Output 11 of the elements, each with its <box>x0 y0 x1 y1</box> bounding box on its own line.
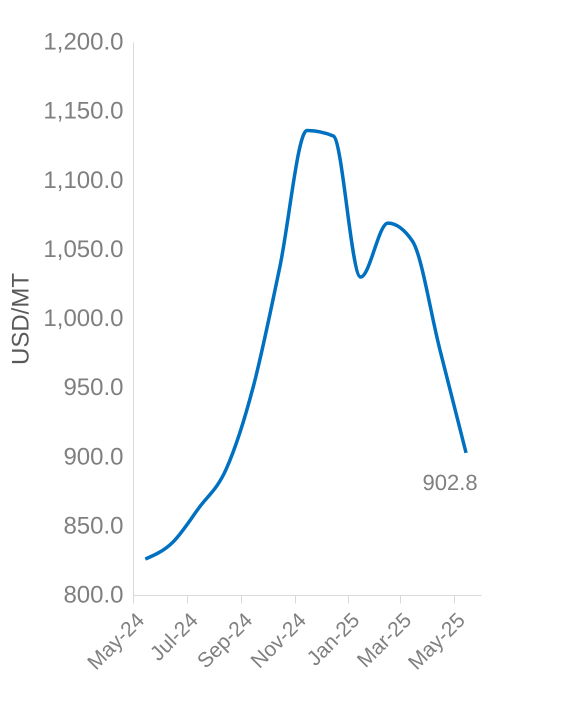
y-tick-label: 1,150.0 <box>43 98 124 125</box>
y-axis-title: USD/MT <box>7 272 34 365</box>
y-tick-label: 1,000.0 <box>43 305 124 332</box>
y-tick-label: 800.0 <box>63 582 124 608</box>
y-tick-label: 1,050.0 <box>43 236 124 263</box>
y-tick-label: 950.0 <box>63 374 124 402</box>
y-tick-label: 850.0 <box>63 512 124 540</box>
data-label: 902.8 <box>422 470 478 495</box>
y-tick-label: 1,200.0 <box>43 28 124 56</box>
y-tick-label: 1,100.0 <box>43 166 124 194</box>
y-tick-label: 900.0 <box>63 443 124 470</box>
